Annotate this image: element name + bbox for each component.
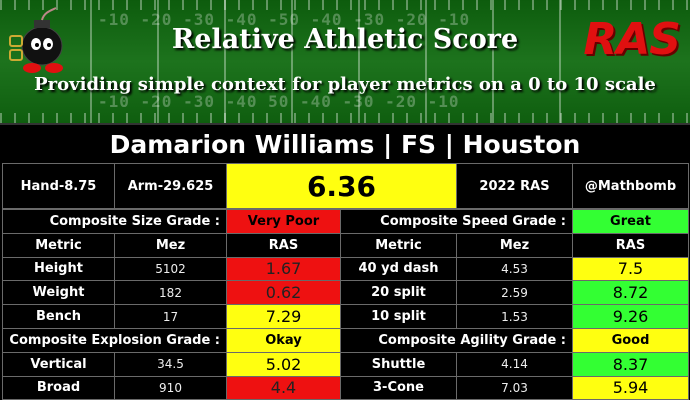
yard-line [291,0,293,123]
bomb-mascot-icon [9,7,63,73]
yard-numbers-top: -10 -20 -30 -40 -50 -40 -30 -20 -10 [98,10,471,29]
yard-line [425,0,427,123]
speed-grade-label: Composite Speed Grade : [340,209,573,234]
ras-score: 6.36 [226,163,457,209]
metric-name: 20 split [340,280,457,306]
header-mez: Mez [456,232,573,258]
yard-line [492,0,494,123]
header-metric: Metric [2,232,115,258]
metric-ras: 5.02 [226,351,341,377]
size-grade-value: Very Poor [226,209,341,234]
metric-name: 10 split [340,304,457,329]
hand-size: Hand-8.75 [2,163,115,209]
yard-numbers-bottom: -10 -20 -30 -40 50 -40 -30 -20 -10 [98,92,460,111]
column-header-row: Metric Mez RAS Metric Mez RAS [2,232,689,258]
yard-line [224,0,226,123]
player-name-line: Damarion Williams | FS | Houston [0,123,690,165]
yard-line [358,0,360,123]
header-metric: Metric [340,232,457,258]
explosion-grade-label: Composite Explosion Grade : [2,327,227,353]
arm-length: Arm-29.625 [114,163,227,209]
metric-mez: 2.59 [456,280,573,306]
metric-mez: 34.5 [114,351,227,377]
metric-ras: 1.67 [226,256,341,282]
field-hash-marks-top [0,0,690,10]
ras-year: 2022 RAS [456,163,573,209]
metric-ras: 9.26 [572,304,689,329]
metric-mez: 5102 [114,256,227,282]
ras-logo: RAS [583,14,681,65]
yard-line [559,0,561,123]
info-row: Hand-8.75 Arm-29.625 6.36 2022 RAS @Math… [2,163,689,209]
author-handle: @Mathbomb [572,163,689,209]
metric-mez: 17 [114,304,227,329]
metric-ras: 8.72 [572,280,689,306]
metric-mez: 182 [114,280,227,306]
metric-ras: 0.62 [226,280,341,306]
explosion-agility-grade-row: Composite Explosion Grade : Okay Composi… [2,327,689,353]
explosion-grade-value: Okay [226,327,341,353]
field-hash-marks-bottom [0,113,690,123]
yard-line [157,0,159,123]
size-speed-grade-row: Composite Size Grade : Very Poor Composi… [2,209,689,234]
metric-name: Broad [2,375,115,400]
metric-ras: 5.94 [572,375,689,400]
size-grade-label: Composite Size Grade : [2,209,227,234]
agility-grade-label: Composite Agility Grade : [340,327,573,353]
metric-ras: 7.5 [572,256,689,282]
yard-line [90,0,92,123]
table-row: Vertical 34.5 5.02 Shuttle 4.14 8.37 [2,351,689,377]
metric-mez: 1.53 [456,304,573,329]
metric-name: Height [2,256,115,282]
metric-name: Vertical [2,351,115,377]
metric-mez: 7.03 [456,375,573,400]
table-row: Broad 910 4.4 3-Cone 7.03 5.94 [2,375,689,400]
agility-grade-value: Good [572,327,689,353]
table-row: Height 5102 1.67 40 yd dash 4.53 7.5 [2,256,689,282]
metric-ras: 7.29 [226,304,341,329]
table-row: Bench 17 7.29 10 split 1.53 9.26 [2,304,689,329]
metric-mez: 4.14 [456,351,573,377]
metric-name: Weight [2,280,115,306]
metric-name: 3-Cone [340,375,457,400]
header-ras: RAS [226,232,341,258]
header-mez: Mez [114,232,227,258]
metric-name: Bench [2,304,115,329]
banner: -10 -20 -30 -40 -50 -40 -30 -20 -10 -10 … [0,0,690,123]
header-ras: RAS [572,232,689,258]
metric-ras: 8.37 [572,351,689,377]
metric-name: 40 yd dash [340,256,457,282]
metric-name: Shuttle [340,351,457,377]
speed-grade-value: Great [572,209,689,234]
banner-title: Relative Athletic Score [171,24,519,55]
metrics-table: Composite Size Grade : Very Poor Composi… [2,209,689,400]
metric-ras: 4.4 [226,375,341,400]
metric-mez: 910 [114,375,227,400]
metric-mez: 4.53 [456,256,573,282]
banner-subtitle: Providing simple context for player metr… [34,74,656,95]
table-row: Weight 182 0.62 20 split 2.59 8.72 [2,280,689,306]
